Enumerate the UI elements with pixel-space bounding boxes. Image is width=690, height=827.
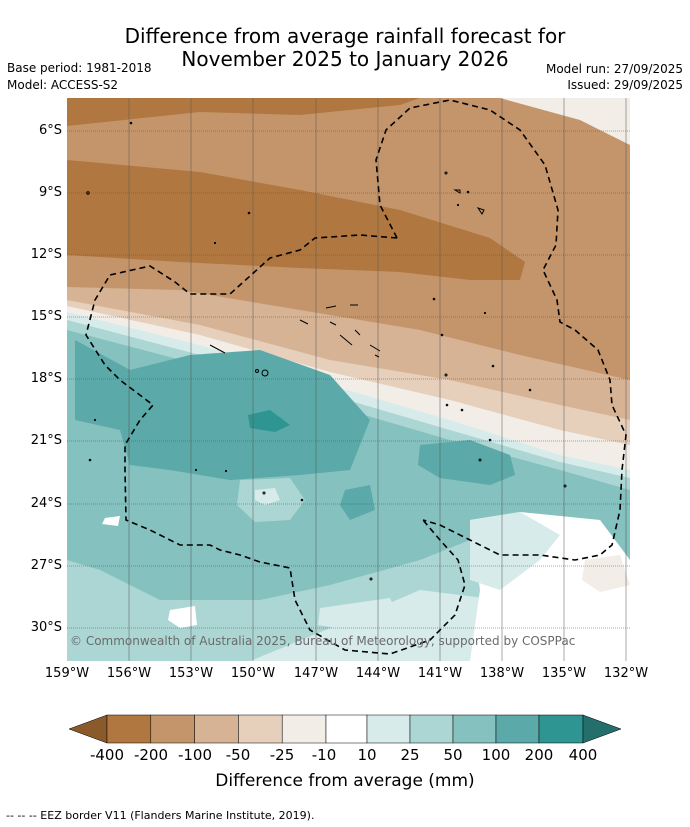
- colorbar-seg-4: [238, 714, 283, 744]
- lat-label: 6°S: [38, 123, 62, 138]
- lat-label: 15°S: [30, 309, 62, 324]
- lat-label: 24°S: [30, 496, 62, 511]
- copyright-notice: © Commonwealth of Australia 2025, Bureau…: [70, 634, 576, 648]
- lat-label: 9°S: [38, 185, 62, 200]
- lon-label: 138°W: [479, 666, 525, 681]
- lat-label: 12°S: [30, 247, 62, 262]
- colorbar-tick-label: -400: [89, 746, 125, 764]
- base-period: Base period: 1981-2018: [7, 61, 152, 75]
- eez-borders: [85, 99, 627, 655]
- colorbar-tick-label: 400: [568, 746, 598, 764]
- colorbar-seg-7: [366, 714, 411, 744]
- lon-label: 144°W: [355, 666, 401, 681]
- lon-label: 156°W: [106, 666, 152, 681]
- colorbar-tick-label: -25: [269, 746, 295, 764]
- band-plus200: [248, 410, 290, 432]
- colorbar-seg-5: [281, 714, 327, 744]
- lat-label: 27°S: [30, 558, 62, 573]
- chart-title-line1: Difference from average rainfall forecas…: [124, 24, 566, 48]
- colorbar-low-extension: [68, 714, 108, 744]
- colorbar-high-extension: [582, 714, 622, 744]
- lat-label: 30°S: [30, 620, 62, 635]
- graticule: [67, 98, 630, 661]
- colorbar-tick-label: 50: [443, 746, 463, 764]
- rainfall-fill-layer: [67, 98, 630, 661]
- colorbar-tick-label: 100: [481, 746, 511, 764]
- colorbar-tick-label: 10: [357, 746, 377, 764]
- issued-date: Issued: 29/09/2025: [567, 78, 683, 92]
- colorbar-tick-label: -10: [311, 746, 337, 764]
- band-plus100: [75, 340, 370, 480]
- band-plus100-c: [340, 485, 375, 520]
- lon-label: 135°W: [541, 666, 587, 681]
- lon-label: 132°W: [603, 666, 649, 681]
- colorbar-tick-label: -50: [225, 746, 251, 764]
- colorbar: [68, 714, 622, 744]
- band-plus100-b: [418, 440, 515, 485]
- colorbar-tick-label: -200: [133, 746, 169, 764]
- colorbar-tick-label: 200: [524, 746, 554, 764]
- lon-label: 153°W: [168, 666, 214, 681]
- legend-footnote: -- -- -- EEZ border V11 (Flanders Marine…: [6, 809, 315, 822]
- colorbar-tick-label: -100: [177, 746, 213, 764]
- colorbar-seg-2: [150, 714, 195, 744]
- colorbar-seg-8: [409, 714, 454, 744]
- model-name: Model: ACCESS-S2: [7, 78, 119, 92]
- colorbar-seg-11: [538, 714, 584, 744]
- colorbar-seg-9: [452, 714, 497, 744]
- lon-label: 150°W: [230, 666, 276, 681]
- band-minus200: [67, 98, 525, 280]
- model-run: Model run: 27/09/2025: [545, 62, 683, 76]
- colorbar-tick-label: 25: [400, 746, 420, 764]
- colorbar-seg-10: [495, 714, 540, 744]
- lat-label: 18°S: [30, 371, 62, 386]
- colorbar-seg-1: [106, 714, 152, 744]
- colorbar-seg-6: [325, 714, 368, 744]
- lon-label: 159°W: [44, 666, 90, 681]
- lat-label: 21°S: [30, 433, 62, 448]
- colorbar-title: Difference from average (mm): [215, 771, 475, 791]
- lon-label: 141°W: [417, 666, 463, 681]
- colorbar-seg-3: [194, 714, 239, 744]
- islands: [86, 121, 567, 581]
- chart-title-line2: November 2025 to January 2026: [181, 47, 509, 71]
- lon-label: 147°W: [293, 666, 339, 681]
